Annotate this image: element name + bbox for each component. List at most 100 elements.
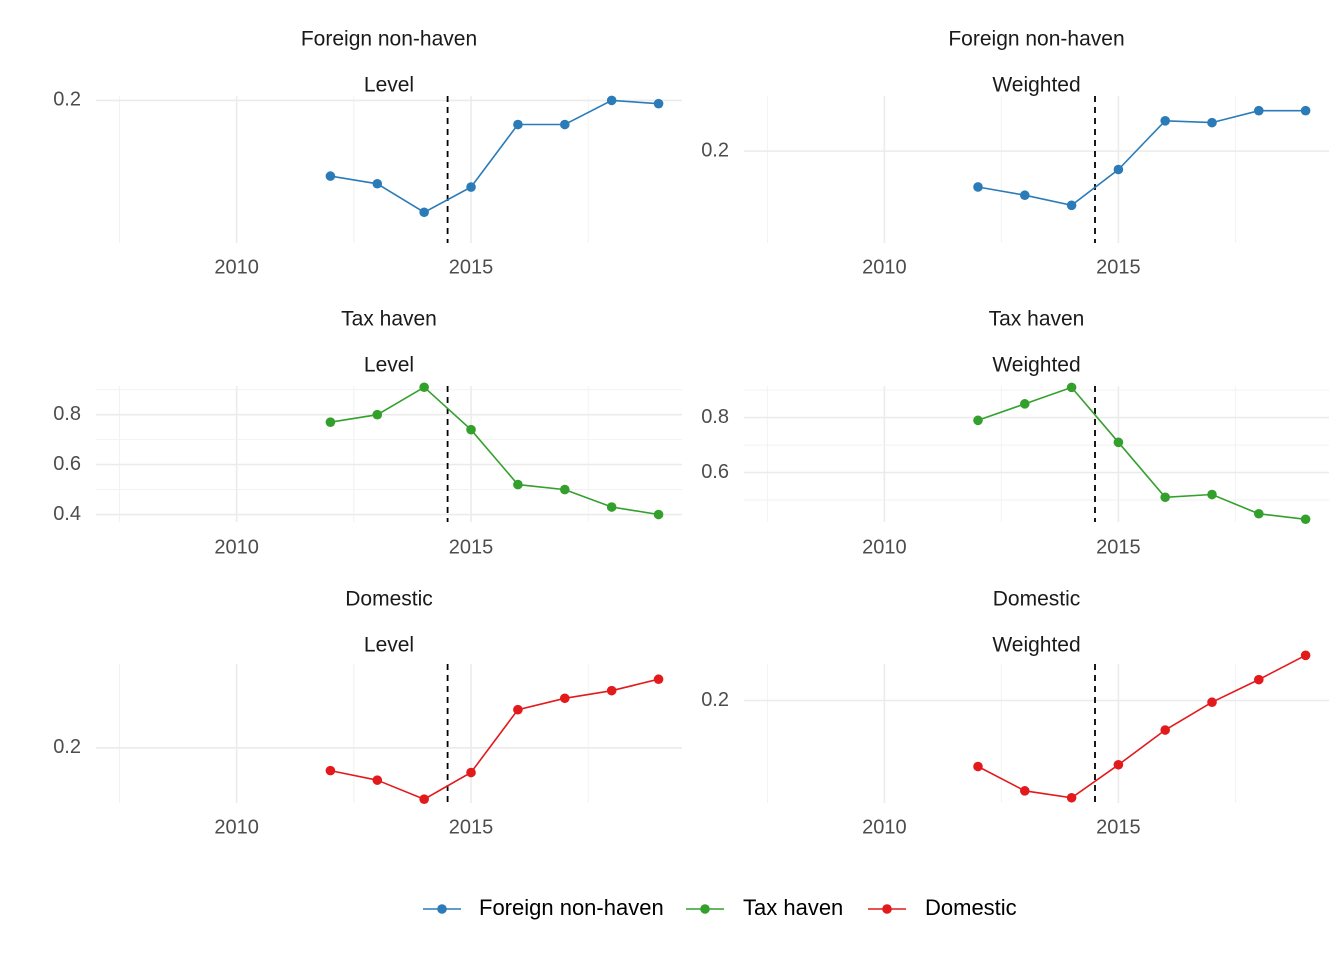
series-line (977, 386, 1306, 521)
y-tick-label: 0.2 (701, 689, 729, 711)
data-point (1254, 674, 1264, 685)
panel-subtitle: Weighted (992, 634, 1080, 657)
data-point (1300, 514, 1311, 525)
panel-3: Tax haven Level 0.4 0.6 0.8 2010 2015 (53, 308, 682, 558)
data-point (1254, 508, 1264, 519)
x-tick-label: 2015 (449, 536, 494, 558)
panel-title: Tax haven (989, 308, 1085, 331)
legend-label: Tax haven (743, 895, 843, 920)
data-point (1113, 759, 1124, 770)
data-point (372, 409, 383, 420)
panel-4: Tax haven Weighted 0.6 0.8 2010 2015 (701, 308, 1329, 558)
data-point (325, 171, 336, 181)
data-point (1300, 650, 1311, 661)
x-tick-label: 2015 (449, 256, 494, 278)
x-tick-label: 2015 (1096, 536, 1141, 558)
data-point (1207, 697, 1217, 708)
panel-subtitle: Level (364, 74, 414, 97)
y-tick-label: 0.2 (701, 139, 729, 161)
panel-subtitle: Weighted (992, 354, 1080, 377)
data-point (1113, 164, 1124, 175)
series-line (330, 678, 659, 801)
data-point (372, 775, 383, 785)
x-tick-label: 2015 (449, 816, 494, 838)
data-point (973, 761, 983, 772)
y-tick-label: 0.8 (53, 403, 81, 425)
panel-title: Domestic (993, 588, 1081, 611)
data-point (653, 509, 664, 520)
data-point (1207, 117, 1217, 128)
x-tick-label: 2010 (214, 536, 259, 558)
panel-title: Foreign non-haven (948, 28, 1124, 51)
data-point (513, 119, 523, 130)
y-tick-label: 0.6 (701, 461, 729, 483)
series-line (330, 386, 659, 516)
legend-key-point (700, 904, 710, 914)
panel-subtitle: Level (364, 634, 414, 657)
x-tick-label: 2010 (214, 816, 259, 838)
data-point (1160, 492, 1170, 503)
data-point (466, 424, 476, 435)
data-point (1066, 792, 1077, 803)
data-point (1207, 489, 1217, 500)
x-tick-label: 2010 (862, 816, 907, 838)
panel-title: Foreign non-haven (301, 28, 477, 51)
y-tick-label: 0.2 (53, 89, 81, 111)
legend-entry: Domestic (868, 895, 1017, 920)
panel-1: Foreign non-haven Level 0.2 2010 2015 (53, 28, 682, 278)
data-point (1066, 200, 1077, 211)
y-tick-label: 0.4 (53, 503, 81, 525)
data-point (1160, 116, 1170, 126)
data-point (1020, 786, 1030, 796)
y-tick-label: 0.2 (53, 736, 81, 758)
legend-label: Domestic (925, 895, 1017, 920)
x-tick-label: 2015 (1096, 256, 1141, 278)
panel-5: Domestic Level 0.2 2010 2015 (53, 588, 682, 838)
series-line (330, 99, 659, 214)
legend-key-point (882, 904, 892, 914)
data-point (606, 502, 617, 512)
legend-key-point (437, 904, 447, 914)
y-tick-label: 0.6 (53, 453, 81, 475)
data-point (973, 415, 983, 426)
y-tick-label: 0.8 (701, 406, 729, 428)
panel-title: Domestic (345, 588, 433, 611)
legend-entry: Tax haven (686, 895, 843, 920)
panel-title: Tax haven (341, 308, 437, 331)
x-tick-label: 2010 (862, 536, 907, 558)
data-point (325, 417, 336, 427)
panel-subtitle: Level (364, 354, 414, 377)
data-point (653, 674, 664, 685)
data-point (466, 182, 476, 192)
data-point (653, 98, 664, 109)
data-point (560, 693, 570, 704)
data-point (419, 207, 429, 218)
data-point (1066, 382, 1077, 393)
panel-6: Domestic Weighted 0.2 2010 2015 (701, 588, 1329, 838)
data-point (466, 767, 476, 778)
x-tick-label: 2010 (862, 256, 907, 278)
data-point (513, 704, 523, 715)
series-line (977, 654, 1306, 799)
data-point (419, 794, 429, 804)
data-point (419, 382, 429, 393)
data-point (606, 685, 617, 696)
panel-2: Foreign non-haven Weighted 0.2 2010 2015 (701, 28, 1329, 278)
data-point (1020, 190, 1030, 201)
data-point (973, 182, 983, 192)
panel-subtitle: Weighted (992, 74, 1080, 97)
data-point (372, 178, 383, 189)
legend-label: Foreign non-haven (479, 895, 664, 920)
data-point (1300, 105, 1311, 116)
data-point (606, 95, 617, 106)
data-point (1113, 437, 1124, 448)
x-tick-label: 2010 (214, 256, 259, 278)
data-point (325, 765, 336, 776)
data-point (1020, 399, 1030, 409)
x-tick-label: 2015 (1096, 816, 1141, 838)
data-point (513, 479, 523, 490)
series-line (977, 109, 1306, 207)
legend: Foreign non-haven Tax haven Domestic (423, 895, 1017, 920)
legend-entry: Foreign non-haven (423, 895, 664, 920)
